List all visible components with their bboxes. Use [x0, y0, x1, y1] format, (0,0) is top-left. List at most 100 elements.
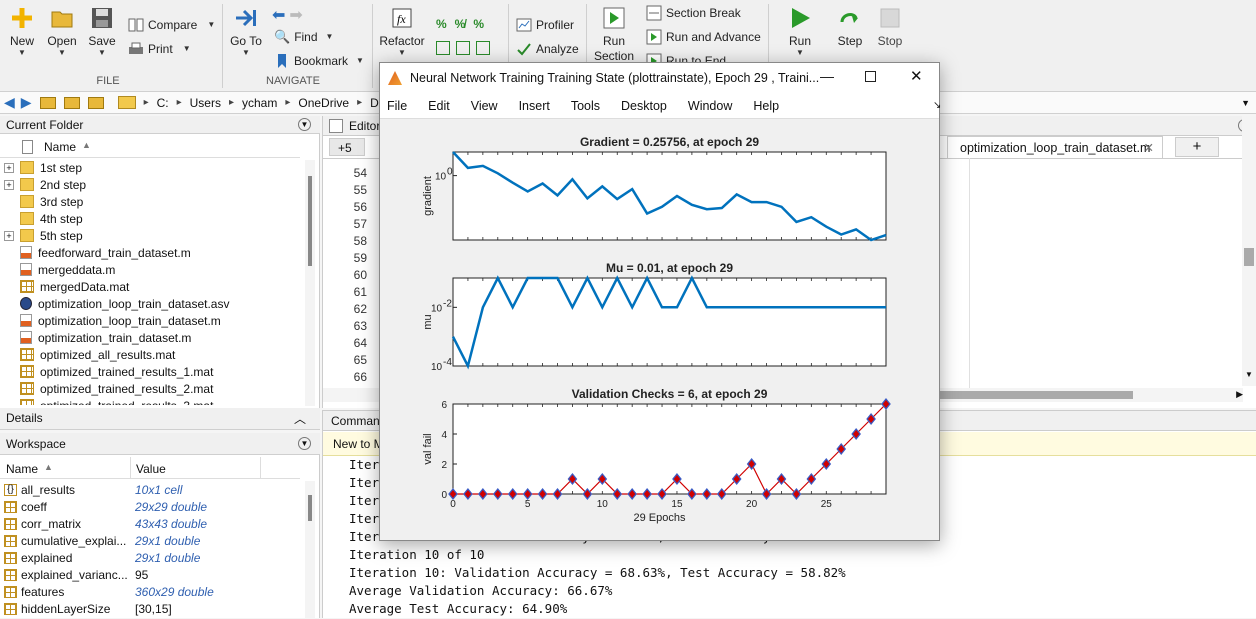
expand-icon[interactable]: +: [4, 179, 14, 190]
path-segment[interactable]: Users: [189, 95, 221, 110]
decrease-indent-icon[interactable]: [476, 41, 490, 55]
dock-arrow-icon[interactable]: ↘: [933, 100, 942, 111]
maximize-button[interactable]: [865, 71, 876, 82]
workspace-row[interactable]: features 360x29 double: [0, 583, 300, 600]
close-icon[interactable]: ✕: [1143, 141, 1154, 155]
workspace-row[interactable]: explained_varianc... 95: [0, 566, 300, 583]
smart-indent-icon[interactable]: [456, 41, 470, 55]
menu-help[interactable]: Help: [753, 98, 780, 113]
window-title-bar[interactable]: Neural Network Training Training State (…: [380, 63, 939, 93]
file-item[interactable]: optimization_loop_train_dataset.m: [0, 312, 221, 329]
forward-arrow-icon[interactable]: ▶: [20, 94, 32, 110]
workspace-row[interactable]: {} all_results 10x1 cell: [0, 481, 300, 498]
minimize-button[interactable]: —: [820, 68, 834, 84]
file-item[interactable]: optimized_trained_results_1.mat: [0, 363, 213, 380]
path-segment[interactable]: ycham: [242, 95, 278, 110]
scrollbar-thumb[interactable]: [1244, 248, 1254, 266]
scrollbar-thumb[interactable]: [308, 495, 312, 521]
expand-icon[interactable]: +: [4, 162, 14, 173]
menu-edit[interactable]: Edit: [428, 98, 450, 113]
folder-item[interactable]: +2nd step: [0, 176, 86, 193]
section-break-button[interactable]: Section Break: [646, 5, 741, 21]
bookmark-button[interactable]: Bookmark ▼: [274, 53, 364, 69]
folder-item[interactable]: +1st step: [0, 159, 82, 176]
run-and-advance-button[interactable]: Run and Advance: [646, 29, 761, 45]
folder-item[interactable]: 4th step: [0, 210, 83, 227]
indent-icon[interactable]: [436, 41, 450, 55]
variable-value: 29x1 double: [135, 533, 201, 548]
chevron-up-icon[interactable]: ︿: [293, 412, 306, 426]
save-button[interactable]: Save ▼: [86, 6, 118, 58]
scrollbar-thumb[interactable]: [883, 391, 1133, 399]
column-header[interactable]: Name ▲: [0, 136, 300, 158]
run-button[interactable]: Run ▼: [780, 6, 820, 58]
refactor-button[interactable]: fx Refactor ▼: [378, 6, 426, 58]
path-segment[interactable]: C:: [156, 95, 169, 110]
file-item[interactable]: optimized_all_results.mat: [0, 346, 175, 363]
chevron-down-icon[interactable]: ▼: [1241, 97, 1250, 108]
new-button[interactable]: New ▼: [6, 6, 38, 58]
step-button[interactable]: Step: [832, 6, 868, 48]
workspace-row[interactable]: explained 29x1 double: [0, 549, 300, 566]
vertical-scrollbar[interactable]: ▼: [1242, 116, 1256, 386]
file-item[interactable]: mergeddata.m: [0, 261, 115, 278]
file-item[interactable]: mergedData.mat: [0, 278, 129, 295]
print-button[interactable]: Print ▼: [128, 41, 191, 57]
workspace-row[interactable]: corr_matrix 43x43 double: [0, 515, 300, 532]
line-number: 59: [353, 251, 367, 265]
menu-file[interactable]: File: [387, 98, 408, 113]
editor-file-tab[interactable]: optimization_loop_train_dataset.m ✕: [947, 136, 1163, 158]
workspace-row[interactable]: hiddenLayerSize [30,15]: [0, 600, 300, 617]
file-item[interactable]: optimization_loop_train_dataset.asv: [0, 295, 229, 312]
run-section-button[interactable]: Run Section: [592, 6, 636, 64]
file-item[interactable]: optimized_trained_results_2.mat: [0, 380, 213, 397]
scrollbar-thumb[interactable]: [308, 176, 312, 266]
folder-open-icon: [51, 11, 73, 28]
folder-item[interactable]: +5th step: [0, 227, 83, 244]
compare-button[interactable]: Compare ▼: [128, 17, 215, 33]
editor-tab-overflow[interactable]: +5: [329, 138, 365, 156]
workspace-column-header[interactable]: Name ▲ Value: [0, 457, 300, 479]
path-segment[interactable]: OneDrive: [298, 95, 350, 110]
path-segment[interactable]: D: [370, 95, 379, 110]
panel-menu-icon[interactable]: ▼: [298, 437, 311, 450]
plot-title: Gradient = 0.25756, at epoch 29: [580, 135, 759, 149]
uncomment-icon[interactable]: %̸: [454, 17, 466, 31]
find-button[interactable]: 🔍 Find ▼: [274, 29, 334, 44]
details-header[interactable]: Details ︿: [0, 408, 320, 430]
back-arrow-icon[interactable]: ◀: [4, 94, 15, 110]
menu-insert[interactable]: Insert: [518, 98, 550, 113]
back-arrow-icon[interactable]: ⬅: [272, 7, 286, 24]
find-folder-icon[interactable]: [87, 96, 104, 109]
up-folder-icon[interactable]: [39, 96, 56, 109]
menu-desktop[interactable]: Desktop: [621, 98, 667, 113]
panel-menu-icon[interactable]: ▼: [298, 118, 311, 131]
expand-icon[interactable]: +: [4, 230, 14, 241]
close-button[interactable]: ✕: [910, 68, 923, 85]
stop-button[interactable]: Stop: [872, 6, 908, 48]
goto-button[interactable]: Go To ▼: [228, 6, 264, 58]
open-button[interactable]: Open ▼: [44, 6, 80, 58]
comment-icon[interactable]: %: [436, 17, 447, 31]
menu-tools[interactable]: Tools: [570, 98, 601, 113]
chevron-down-icon[interactable]: ▼: [1245, 370, 1253, 379]
folder-item[interactable]: 3rd step: [0, 193, 83, 210]
add-tab-button[interactable]: +: [1175, 137, 1219, 157]
chevron-right-icon[interactable]: ▶: [1236, 389, 1243, 399]
analyze-button[interactable]: Analyze: [516, 41, 579, 57]
workspace-row[interactable]: coeff 29x29 double: [0, 498, 300, 515]
file-item[interactable]: optimized_trained_results_3.mat: [0, 397, 213, 405]
scrollbar[interactable]: [305, 481, 315, 618]
scrollbar[interactable]: [305, 160, 315, 406]
back-forward-buttons[interactable]: ⬅ ➡: [272, 5, 303, 25]
forward-arrow-icon[interactable]: ➡: [289, 7, 303, 24]
workspace-row[interactable]: cumulative_explai... 29x1 double: [0, 532, 300, 549]
data-point-marker: [463, 487, 473, 501]
wrap-comment-icon[interactable]: %: [473, 17, 485, 31]
browse-folder-icon[interactable]: [63, 96, 80, 109]
profiler-button[interactable]: Profiler: [516, 17, 574, 33]
menu-window[interactable]: Window: [687, 98, 733, 113]
menu-view[interactable]: View: [470, 98, 498, 113]
file-item[interactable]: optimization_train_dataset.m: [0, 329, 191, 346]
file-item[interactable]: feedforward_train_dataset.m: [0, 244, 191, 261]
